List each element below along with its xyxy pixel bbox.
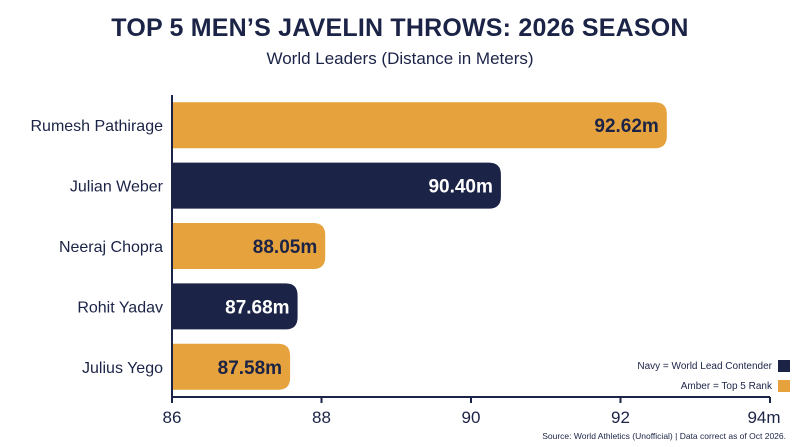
category-label: Rumesh Pathirage <box>30 118 163 135</box>
x-tick-label: 88 <box>312 408 331 427</box>
category-label: Rohit Yadav <box>77 299 163 316</box>
category-label: Julius Yego <box>82 360 163 377</box>
bar-value-label: 87.58m <box>218 358 282 379</box>
bar <box>172 223 326 269</box>
x-tick-label: 86 <box>163 408 182 427</box>
bar <box>172 102 667 149</box>
chart-subtitle: World Leaders (Distance in Meters) <box>266 49 534 68</box>
legend-label-navy: Navy = World Lead Contender <box>637 360 772 372</box>
bar-value-label: 90.40m <box>428 177 492 198</box>
x-tick-label: 92 <box>611 408 630 427</box>
x-tick-label: 94m <box>747 408 780 427</box>
legend-item-navy: Navy = World Lead Contender <box>612 356 790 376</box>
legend-swatch-amber <box>778 380 790 392</box>
legend-label-amber: Amber = Top 5 Rank <box>680 380 772 392</box>
legend-swatch-navy <box>778 360 790 372</box>
x-tick-label: 90 <box>462 408 481 427</box>
legend: Navy = World Lead Contender Amber = Top … <box>612 356 790 396</box>
category-label: Julian Weber <box>70 179 164 196</box>
chart-title: TOP 5 MEN’S JAVELIN THROWS: 2026 SEASON <box>111 14 689 42</box>
source-note: Source: World Athletics (Unofficial) | D… <box>542 431 786 441</box>
bar <box>172 343 291 390</box>
bar-value-label: 88.05m <box>253 237 317 258</box>
bar <box>172 162 501 209</box>
bar <box>172 283 298 330</box>
category-label: Neeraj Chopra <box>59 239 163 256</box>
legend-item-amber: Amber = Top 5 Rank <box>612 376 790 396</box>
bar-value-label: 87.68m <box>225 297 289 318</box>
bar-value-label: 92.62m <box>594 116 658 137</box>
